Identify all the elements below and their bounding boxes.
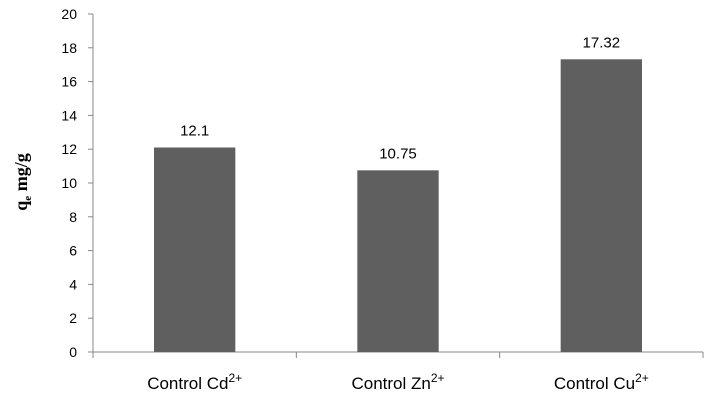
bar bbox=[357, 170, 439, 352]
y-tick-label: 16 bbox=[61, 74, 77, 90]
y-axis-label-main: q bbox=[11, 201, 31, 211]
x-axis bbox=[92, 351, 704, 358]
data-label: 12.1 bbox=[180, 123, 209, 140]
category-label-base: Control Cd bbox=[147, 374, 228, 393]
y-tick-label: 6 bbox=[69, 243, 77, 259]
y-axis: 0 2 4 6 8 10 12 14 16 18 20 bbox=[61, 6, 94, 360]
y-tick-label: 18 bbox=[61, 40, 77, 56]
category-labels: Control Cd2+ Control Zn2+ Control Cu2+ bbox=[147, 371, 649, 393]
bar bbox=[560, 59, 642, 353]
y-tick-label: 2 bbox=[69, 310, 77, 326]
y-tick-label: 10 bbox=[61, 175, 77, 191]
y-tick-label: 0 bbox=[69, 344, 77, 360]
category-label-base: Control Zn bbox=[351, 374, 430, 393]
category-label-superscript: 2+ bbox=[635, 371, 649, 385]
category-label-superscript: 2+ bbox=[228, 371, 242, 385]
category-label-superscript: 2+ bbox=[431, 371, 445, 385]
y-tick-label: 14 bbox=[61, 107, 77, 123]
category-label-base: Control Cu bbox=[554, 374, 635, 393]
bar bbox=[154, 147, 236, 352]
category-label: Control Cd2+ bbox=[147, 371, 242, 393]
data-labels: 12.1 10.75 17.32 bbox=[180, 34, 620, 162]
y-tick-label: 4 bbox=[69, 276, 77, 292]
data-label: 17.32 bbox=[583, 34, 621, 51]
y-tick-label: 12 bbox=[61, 141, 77, 157]
y-axis-label-sub: e bbox=[22, 196, 34, 201]
y-tick-label: 20 bbox=[61, 6, 77, 22]
y-axis-label: qe mg/g bbox=[11, 153, 34, 210]
category-label: Control Zn2+ bbox=[351, 371, 444, 393]
data-label: 10.75 bbox=[379, 145, 417, 162]
y-tick-label: 8 bbox=[69, 209, 77, 225]
category-label: Control Cu2+ bbox=[554, 371, 649, 393]
bars bbox=[154, 59, 642, 353]
y-axis-label-rest: mg/g bbox=[11, 153, 31, 196]
